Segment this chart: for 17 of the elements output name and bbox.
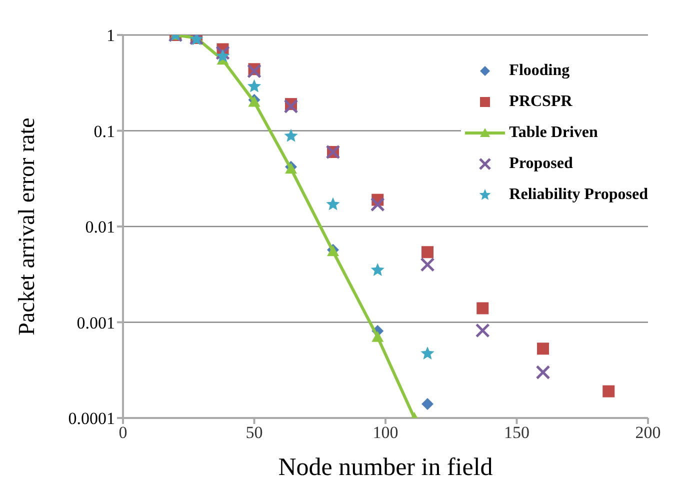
x-tick-label: 100 <box>372 423 398 442</box>
legend-label: Reliability Proposed <box>509 186 648 204</box>
y-tick-label: 0.01 <box>85 218 115 237</box>
x-tick-label: 150 <box>504 423 530 442</box>
legend-label: Flooding <box>509 62 570 80</box>
y-tick-label: 0.001 <box>76 313 115 332</box>
legend-label: Proposed <box>509 154 573 172</box>
legend-label: Table Driven <box>509 124 598 142</box>
y-tick-label: 0.1 <box>94 122 115 141</box>
x-tick-label: 50 <box>246 423 263 442</box>
x-axis-title: Node number in field <box>278 454 494 481</box>
x-tick-label: 200 <box>635 423 661 442</box>
x-tick-label: 0 <box>118 423 128 442</box>
y-axis-title: Packet arrival error rate <box>14 118 40 336</box>
y-tick-label: 0.0001 <box>68 409 115 428</box>
y-tick-label: 1 <box>106 26 115 46</box>
legend-label: PRCSPR <box>509 92 572 110</box>
